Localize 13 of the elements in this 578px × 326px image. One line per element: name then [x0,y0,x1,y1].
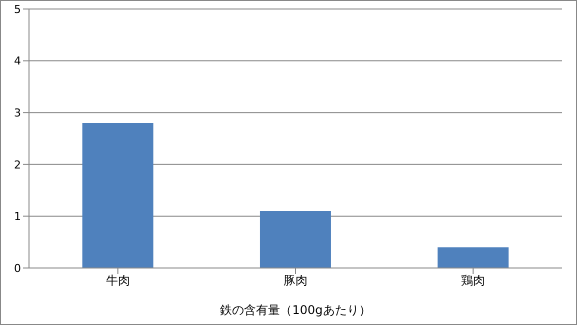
y-tick-label: 0 [14,262,21,275]
y-tick-label: 3 [14,106,21,120]
x-tick-label: 鶏肉 [461,274,486,288]
x-tick-label: 牛肉 [106,274,130,288]
y-tick-label: 1 [14,210,21,224]
x-tick-label: 豚肉 [284,274,308,288]
x-axis-title: 鉄の含有量（100gあたり） [220,303,371,317]
y-tick-label: 4 [14,54,21,68]
bar [260,211,331,268]
y-tick-label: 2 [14,158,21,172]
bar [82,122,154,268]
y-tick-label: 5 [14,2,21,16]
bar [438,247,509,268]
